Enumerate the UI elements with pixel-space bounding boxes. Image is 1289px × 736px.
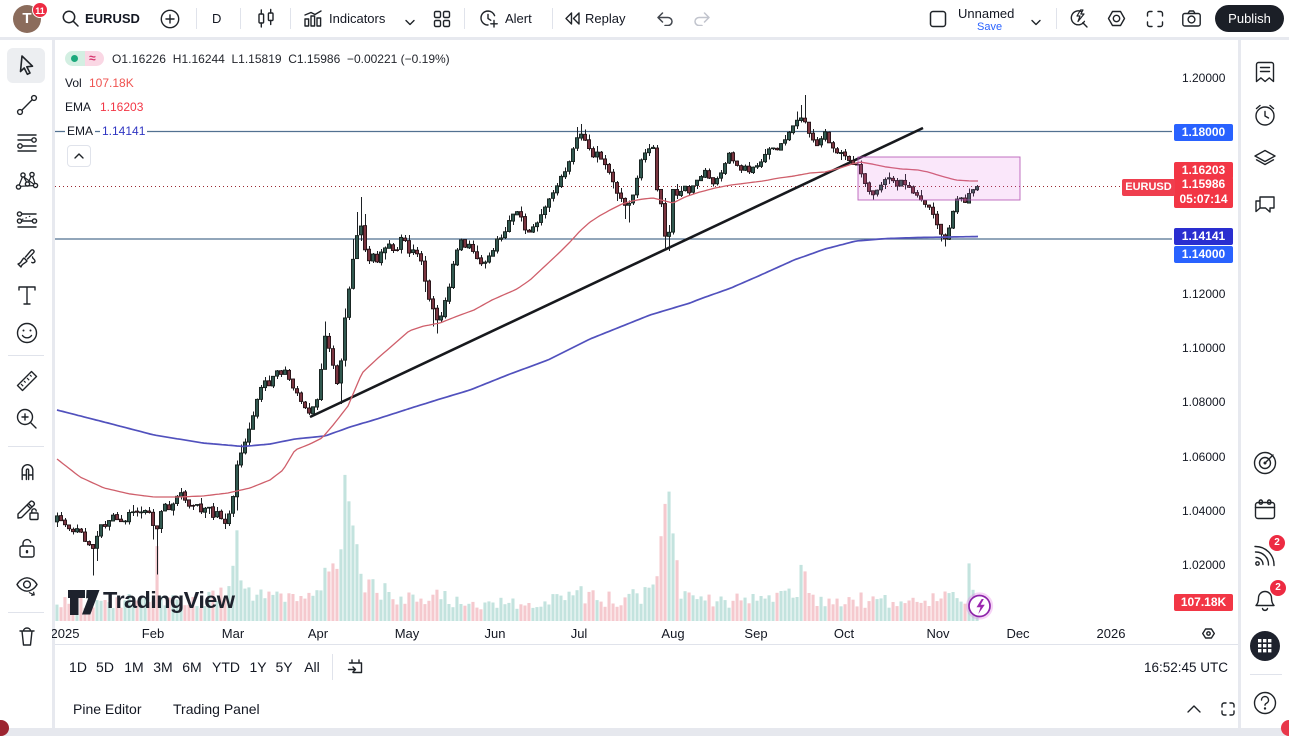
svg-text:TradingView: TradingView bbox=[103, 587, 236, 613]
